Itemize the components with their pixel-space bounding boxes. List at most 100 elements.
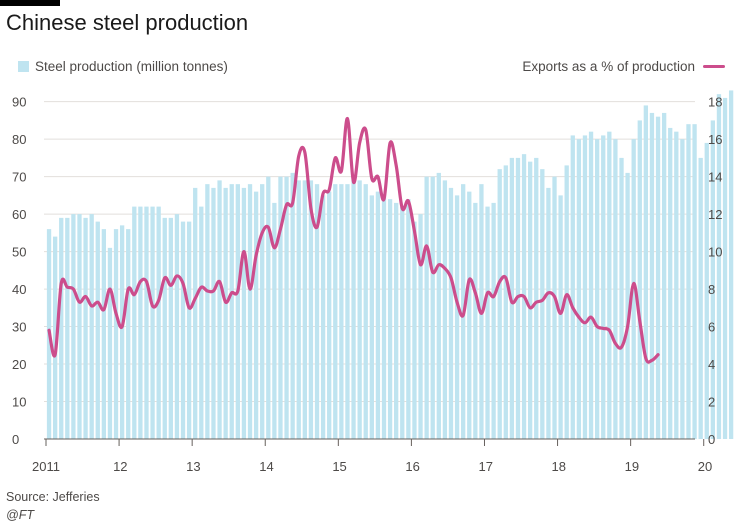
- bar: [333, 184, 338, 439]
- bar: [180, 221, 186, 439]
- y-right-tick-label: 12: [708, 207, 722, 222]
- bar: [375, 191, 381, 439]
- legend-line-swatch: [703, 65, 725, 68]
- bar: [570, 135, 575, 439]
- bar: [595, 139, 600, 439]
- bar: [412, 221, 417, 439]
- bar: [625, 172, 630, 439]
- bar: [394, 202, 399, 439]
- bar: [65, 217, 70, 439]
- bar: [467, 191, 472, 439]
- bar: [314, 184, 320, 439]
- x-tick-label: 13: [186, 459, 200, 474]
- bar: [253, 191, 259, 439]
- y-left-tick-label: 10: [12, 395, 26, 410]
- y-left-tick-label: 20: [12, 357, 26, 372]
- legend-bars-label: Steel production (million tonnes): [35, 59, 228, 74]
- line-series: [47, 116, 660, 364]
- bar: [89, 214, 94, 439]
- source-note: Source: Jefferies: [6, 490, 100, 504]
- bar: [302, 180, 307, 439]
- bar: [217, 180, 222, 439]
- bar-series: [46, 90, 734, 440]
- bar: [692, 124, 697, 440]
- axes: 0 10 20 30 40 50 60 70 80 90 0 2 4 6 8 10 12 14 16 18 2011 12…: [12, 95, 722, 474]
- bar: [193, 187, 198, 439]
- y-right-tick-label: 2: [708, 395, 715, 410]
- bar: [406, 199, 411, 439]
- y-right-tick-label: 16: [708, 132, 722, 147]
- legend-line-label: Exports as a % of production: [522, 59, 695, 74]
- bar: [83, 217, 88, 439]
- bar: [144, 206, 149, 439]
- x-tick-label: 17: [478, 459, 492, 474]
- y-left-tick-label: 50: [12, 245, 26, 260]
- y-right-tick-label: 8: [708, 282, 715, 297]
- bar: [643, 105, 649, 440]
- bar: [430, 176, 435, 439]
- legend-line: Exports as a % of production: [522, 59, 725, 74]
- x-tick-label: 18: [552, 459, 566, 474]
- bar: [345, 184, 350, 439]
- bar: [113, 229, 119, 439]
- bar: [308, 180, 314, 439]
- bar: [601, 135, 606, 439]
- credit-note: @FT: [6, 508, 34, 522]
- bar: [381, 195, 387, 439]
- bar: [205, 184, 210, 439]
- bar: [59, 217, 64, 439]
- bar: [52, 236, 58, 439]
- y-left-tick-label: 70: [12, 170, 26, 185]
- bar: [534, 157, 539, 439]
- bar: [235, 184, 240, 439]
- bar: [247, 184, 253, 439]
- bar: [491, 202, 496, 439]
- bar: [229, 184, 234, 439]
- y-right-tick-label: 18: [708, 95, 722, 110]
- bar: [369, 195, 374, 439]
- bar: [576, 139, 582, 439]
- bar: [582, 135, 588, 439]
- bar: [186, 221, 192, 439]
- bar: [126, 229, 131, 439]
- y-right-tick-label: 0: [708, 432, 715, 447]
- y-left-tick-label: 60: [12, 207, 26, 222]
- bar: [101, 229, 106, 439]
- bar: [71, 214, 76, 439]
- bar: [418, 214, 423, 439]
- legend-bars: Steel production (million tonnes): [18, 59, 228, 74]
- bar: [619, 157, 624, 439]
- bar: [655, 116, 661, 440]
- bar: [156, 206, 161, 439]
- y-left-tick-label: 90: [12, 95, 26, 110]
- bar: [710, 120, 715, 440]
- bar: [607, 131, 612, 439]
- bar: [661, 112, 667, 440]
- bar: [357, 180, 362, 439]
- x-tick-label: 14: [259, 459, 273, 474]
- bar: [296, 180, 301, 439]
- bar: [546, 187, 551, 439]
- bar: [132, 206, 137, 439]
- y-right-tick-label: 6: [708, 320, 715, 335]
- x-tick-label: 12: [113, 459, 127, 474]
- bar: [174, 214, 180, 439]
- bar: [168, 217, 173, 439]
- x-tick-label: 20: [698, 459, 712, 474]
- brand-bar: [0, 0, 60, 6]
- y-left-tick-label: 0: [12, 432, 19, 447]
- bar: [223, 187, 228, 439]
- bar: [424, 176, 429, 439]
- bar: [339, 184, 344, 439]
- bar: [320, 195, 326, 439]
- y-left-tick-label: 40: [12, 282, 26, 297]
- y-right-tick-label: 10: [708, 245, 722, 260]
- bar: [722, 97, 728, 440]
- legend-bars-swatch: [18, 61, 29, 72]
- x-tick-label: 15: [332, 459, 346, 474]
- bar: [564, 165, 569, 439]
- bar: [448, 187, 454, 439]
- bar: [119, 225, 125, 439]
- bar: [631, 139, 636, 439]
